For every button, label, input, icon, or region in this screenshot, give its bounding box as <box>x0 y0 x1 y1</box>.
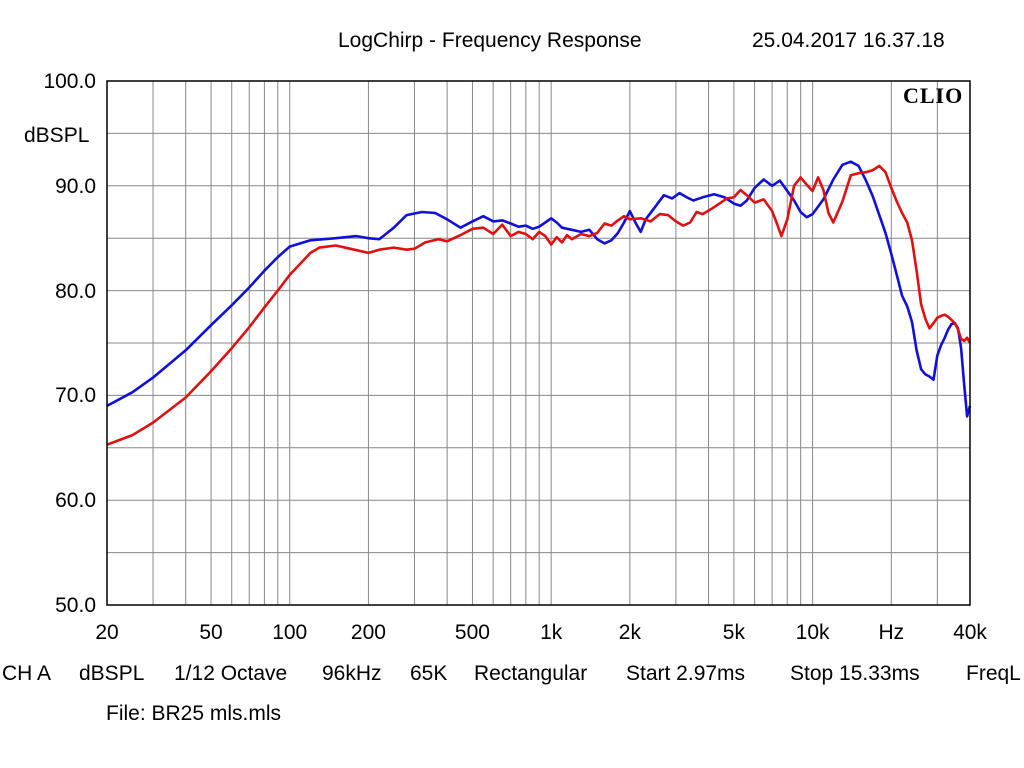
clio-logo: CLIO <box>903 83 964 108</box>
x-tick-label: 10k <box>795 621 830 644</box>
y-axis-label: dBSPL <box>24 124 90 147</box>
x-tick-label: 2k <box>618 621 641 644</box>
blue-series-line <box>106 160 972 418</box>
grid <box>107 81 970 605</box>
x-tick-label: 100 <box>272 621 308 644</box>
x-tick-label: 1k <box>540 621 563 644</box>
x-tick-label: 500 <box>454 621 490 644</box>
footer-unit: dBSPL <box>79 662 145 685</box>
footer-samplerate: 96kHz <box>322 662 382 685</box>
series-group <box>106 160 972 446</box>
chart-datetime: 25.04.2017 16.37.18 <box>752 29 945 52</box>
y-tick-label: 70.0 <box>55 384 96 408</box>
chart-title: LogChirp - Frequency Response <box>338 29 642 52</box>
x-tick-label: Hz <box>878 621 905 644</box>
y-tick-label: 50.0 <box>55 594 96 617</box>
footer-size: 65K <box>410 662 448 685</box>
footer-window: Rectangular <box>474 662 588 685</box>
footer-freq: FreqL <box>966 663 1021 684</box>
footer-stop: Stop 15.33ms <box>790 662 920 685</box>
footer-start: Start 2.97ms <box>626 662 746 685</box>
y-tick-label: 80.0 <box>55 279 96 303</box>
x-tick-label: 5k <box>722 621 745 644</box>
x-tick-label: 200 <box>350 621 386 644</box>
plot-frame <box>106 80 971 606</box>
footer-file: File: BR25 mls.mls <box>106 702 282 725</box>
footer-channel: CH A <box>2 662 52 685</box>
footer-smoothing: 1/12 Octave <box>174 662 288 685</box>
x-tick-label: 40k <box>953 621 987 644</box>
x-tick-label: 20 <box>95 621 119 644</box>
x-tick-label: 50 <box>199 621 223 644</box>
y-tick-label: 100.0 <box>43 70 96 93</box>
y-tick-label: 60.0 <box>55 489 96 513</box>
red-series-line <box>106 164 972 446</box>
y-tick-label: 90.0 <box>55 174 96 198</box>
